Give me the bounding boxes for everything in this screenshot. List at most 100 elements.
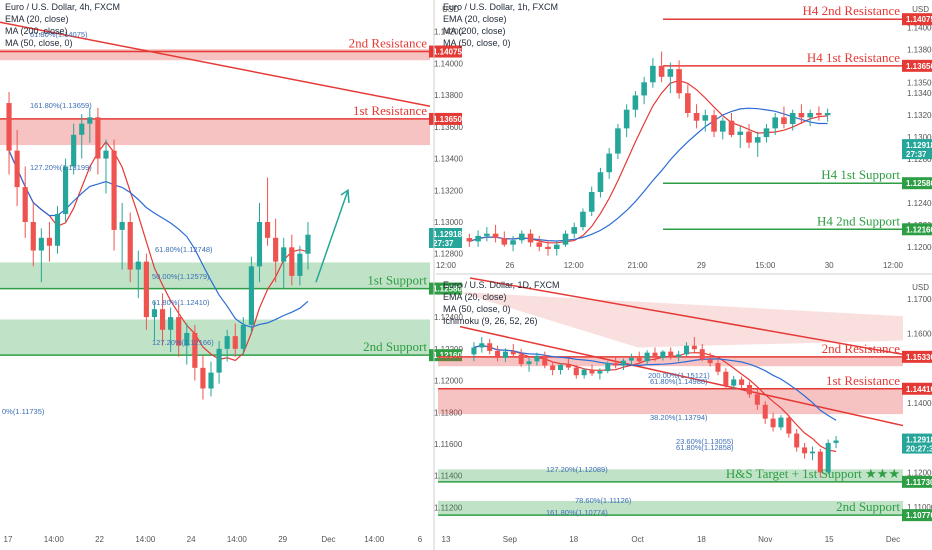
countdown-label: 20:27:37 bbox=[906, 445, 932, 454]
x-tick: 29 bbox=[697, 261, 706, 270]
candle-body bbox=[789, 112, 796, 124]
candle-body bbox=[597, 371, 603, 374]
candle-body bbox=[256, 221, 263, 267]
candle-body bbox=[487, 343, 493, 351]
candle-body bbox=[613, 363, 619, 366]
countdown-label: 27:37 bbox=[433, 239, 454, 248]
candle-body bbox=[668, 351, 674, 358]
y-tick: 1.13200 bbox=[434, 186, 463, 195]
y-tick: 1.13200 bbox=[907, 111, 932, 120]
y-tick: 1.17000 bbox=[907, 295, 932, 304]
legend-entry: Euro / U.S. Dollar, 4h, FXCM bbox=[5, 2, 120, 12]
candle-body bbox=[762, 404, 768, 419]
candle-body bbox=[534, 355, 540, 362]
candle-body bbox=[685, 93, 691, 113]
candle-body bbox=[475, 235, 481, 242]
candle-body bbox=[719, 120, 726, 132]
candle-body bbox=[95, 117, 101, 159]
fib-label: 161.80%(1.10774) bbox=[546, 508, 608, 517]
candle-body bbox=[817, 451, 823, 473]
candle-body bbox=[802, 447, 808, 454]
y-tick: 1.13400 bbox=[434, 155, 463, 164]
panel-1h: H4 2nd Resistance H4 1st Resistance H4 1st… bbox=[436, 2, 932, 270]
candle-body bbox=[632, 95, 639, 110]
y-tick: 1.12800 bbox=[434, 250, 463, 259]
candle-body bbox=[536, 242, 543, 247]
level-label: H&S Target + 1st Support ★★★ bbox=[726, 466, 900, 481]
candle-body bbox=[573, 367, 579, 376]
candle-body bbox=[754, 394, 760, 405]
price-badge bbox=[902, 509, 932, 522]
candle-body bbox=[232, 336, 238, 349]
y-tick: 1.13400 bbox=[907, 89, 932, 98]
price-badge-label: 1.13650 bbox=[433, 115, 462, 124]
x-tick: 21:00 bbox=[628, 261, 649, 270]
x-tick: 18 bbox=[569, 535, 578, 544]
x-tick: 26 bbox=[505, 261, 514, 270]
fib-label: 161.80%(1.13659) bbox=[30, 101, 92, 110]
y-tick: 1.11400 bbox=[434, 472, 463, 481]
y-tick: 1.11600 bbox=[434, 440, 463, 449]
fib-label: 127.20%(1.12089) bbox=[546, 465, 608, 474]
x-tick: Dec bbox=[321, 535, 335, 544]
fib-label: 61.80%(1.12858) bbox=[676, 443, 734, 452]
fib-label: 127.20%(1.13199) bbox=[30, 163, 92, 172]
candle-body bbox=[22, 187, 28, 222]
candle-body bbox=[723, 371, 729, 386]
candle-body bbox=[159, 309, 166, 330]
candle-body bbox=[168, 317, 174, 330]
x-tick: 13 bbox=[442, 535, 451, 544]
legend-entry: Ichimoku (9, 26, 52, 26) bbox=[443, 316, 538, 326]
candle-body bbox=[770, 418, 776, 428]
ema-20-line bbox=[469, 79, 828, 244]
candle-body bbox=[778, 417, 784, 428]
candle-body bbox=[746, 131, 752, 143]
candle-body bbox=[273, 237, 279, 262]
candle-body bbox=[739, 379, 745, 385]
price-badge-label: 1.14410 bbox=[906, 385, 932, 394]
candle-body bbox=[479, 343, 485, 348]
trend-line bbox=[469, 277, 904, 356]
candle-body bbox=[176, 317, 182, 346]
level-zone bbox=[0, 262, 430, 289]
candle-body bbox=[728, 120, 735, 135]
y-tick: 1.12800 bbox=[907, 155, 932, 164]
level-label: H4 1st Support bbox=[821, 167, 900, 182]
price-badge bbox=[429, 282, 462, 295]
fib-label: 61.80%(1.12410) bbox=[152, 298, 210, 307]
candle-body bbox=[786, 417, 792, 434]
candle-body bbox=[542, 355, 548, 366]
candle-body bbox=[545, 246, 551, 250]
candle-body bbox=[466, 238, 473, 242]
price-badge-label: 1.12160 bbox=[433, 351, 462, 360]
candle-body bbox=[297, 253, 303, 276]
candle-body bbox=[623, 109, 630, 129]
price-badge bbox=[902, 475, 932, 488]
fib-label: 50.00%(1.12579) bbox=[152, 272, 210, 281]
candle-body bbox=[87, 117, 93, 124]
candle-body bbox=[746, 384, 752, 395]
candle-body bbox=[644, 352, 650, 362]
candle-body bbox=[650, 65, 656, 83]
candle-body bbox=[471, 347, 477, 355]
candle-body bbox=[693, 112, 700, 121]
candle-body bbox=[492, 233, 499, 239]
y-tick: 1.13800 bbox=[907, 45, 932, 54]
candle-body bbox=[71, 134, 77, 167]
axis-unit: USD bbox=[912, 5, 929, 14]
candle-body bbox=[620, 360, 627, 366]
level-label: 2nd Resistance bbox=[349, 36, 428, 51]
candle-body bbox=[30, 221, 36, 251]
ma-200-line bbox=[473, 344, 837, 421]
legend-entry: Euro / U.S. Dollar, 1D, FXCM bbox=[443, 280, 560, 290]
candle-body bbox=[119, 221, 125, 230]
candle-body bbox=[772, 117, 778, 129]
trend-line bbox=[0, 21, 431, 107]
price-badge bbox=[902, 13, 932, 26]
price-badge-label: 1.11730 bbox=[906, 478, 932, 487]
last-price-label: 1.12918 bbox=[906, 436, 932, 445]
legend-entry: EMA (20, close) bbox=[443, 292, 507, 302]
candle-body bbox=[550, 365, 556, 371]
candle-body bbox=[127, 221, 133, 270]
